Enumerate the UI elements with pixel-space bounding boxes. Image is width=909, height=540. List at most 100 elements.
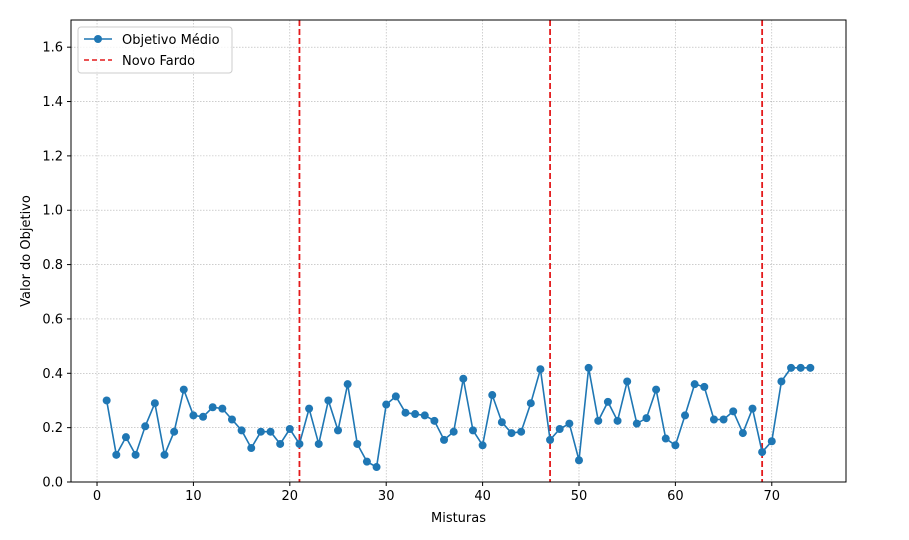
data-point: [709, 415, 718, 424]
y-tick-label: 0.0: [42, 476, 63, 491]
data-point: [806, 363, 815, 372]
data-point: [758, 448, 767, 457]
legend-label-novo-fardo: Novo Fardo: [122, 54, 195, 69]
legend-label-objetivo-medio: Objetivo Médio: [122, 33, 220, 48]
x-tick-label: 40: [474, 489, 491, 504]
y-axis-ticks: 0.0 0.2 0.4 0.6 0.8 1.0 1.2 1.4 1.6: [42, 41, 71, 491]
data-point: [170, 427, 179, 436]
data-point: [603, 397, 612, 406]
data-point: [777, 377, 786, 386]
legend: Objetivo Médio Novo Fardo: [77, 26, 233, 74]
data-point: [131, 450, 140, 459]
data-point: [256, 427, 265, 436]
data-point: [343, 380, 352, 389]
data-point: [160, 450, 169, 459]
data-point: [584, 363, 593, 372]
data-point: [247, 444, 256, 453]
data-point: [430, 416, 439, 425]
legend-marker-objetivo-medio: [94, 35, 102, 43]
y-tick-label: 1.6: [42, 41, 63, 56]
data-point: [295, 439, 304, 448]
data-point: [112, 450, 121, 459]
data-point: [411, 410, 420, 419]
data-point: [767, 437, 776, 446]
data-point: [623, 377, 632, 386]
x-axis-label: Misturas: [431, 511, 486, 526]
y-tick-label: 0.4: [42, 367, 63, 382]
data-point: [285, 425, 294, 434]
data-point: [546, 435, 555, 444]
y-axis-label: Valor do Objetivo: [19, 195, 34, 307]
data-point: [449, 427, 458, 436]
x-tick-label: 70: [764, 489, 781, 504]
data-point: [420, 411, 429, 420]
data-point: [507, 429, 516, 438]
data-point: [334, 426, 343, 435]
data-point: [121, 433, 130, 442]
data-point: [391, 392, 400, 401]
data-point: [748, 404, 757, 413]
data-point: [497, 418, 506, 427]
data-point: [642, 414, 651, 423]
y-tick-label: 0.2: [42, 421, 63, 436]
data-point: [565, 419, 574, 428]
data-point: [459, 374, 468, 383]
data-point: [517, 427, 526, 436]
data-point: [719, 415, 728, 424]
x-tick-label: 50: [571, 489, 588, 504]
data-point: [468, 426, 477, 435]
legend-box: [77, 26, 233, 74]
data-point: [729, 407, 738, 416]
data-point: [796, 363, 805, 372]
y-tick-label: 1.2: [42, 149, 63, 164]
y-tick-label: 0.8: [42, 258, 63, 273]
plot-area-frame: [70, 19, 847, 483]
data-point: [305, 404, 314, 413]
data-point: [652, 385, 661, 394]
x-tick-label: 60: [667, 489, 684, 504]
y-tick-label: 1.4: [42, 95, 63, 110]
data-point: [478, 441, 487, 450]
data-point: [189, 411, 198, 420]
data-point: [488, 391, 497, 400]
data-point: [208, 403, 217, 412]
data-point: [276, 439, 285, 448]
x-tick-label: 10: [185, 489, 202, 504]
data-point: [671, 441, 680, 450]
data-point: [690, 380, 699, 389]
y-tick-label: 1.0: [42, 204, 63, 219]
new-bale-lines: [298, 20, 764, 482]
x-tick-label: 0: [93, 489, 101, 504]
data-point: [150, 399, 159, 408]
data-point: [102, 396, 111, 405]
data-point: [372, 463, 381, 472]
data-point: [382, 400, 391, 409]
data-point: [738, 429, 747, 438]
data-point: [555, 425, 564, 434]
series-objetivo-medio: [102, 363, 815, 472]
data-point: [574, 456, 583, 465]
data-point: [632, 419, 641, 428]
data-point: [440, 435, 449, 444]
data-point: [362, 457, 371, 466]
data-point: [594, 416, 603, 425]
data-point: [266, 427, 275, 436]
data-point: [314, 439, 323, 448]
data-point: [536, 365, 545, 374]
data-point: [199, 412, 208, 421]
data-point: [787, 363, 796, 372]
data-point: [661, 434, 670, 443]
x-tick-label: 30: [378, 489, 395, 504]
data-point: [237, 426, 246, 435]
x-axis-ticks: 0 10 20 30 40 50 60 70: [93, 482, 780, 504]
data-point: [526, 399, 535, 408]
y-tick-label: 0.6: [42, 312, 63, 327]
data-point: [324, 396, 333, 405]
data-point: [179, 385, 188, 394]
data-point: [218, 404, 227, 413]
data-point: [353, 439, 362, 448]
data-point: [401, 408, 410, 417]
x-tick-label: 20: [282, 489, 299, 504]
